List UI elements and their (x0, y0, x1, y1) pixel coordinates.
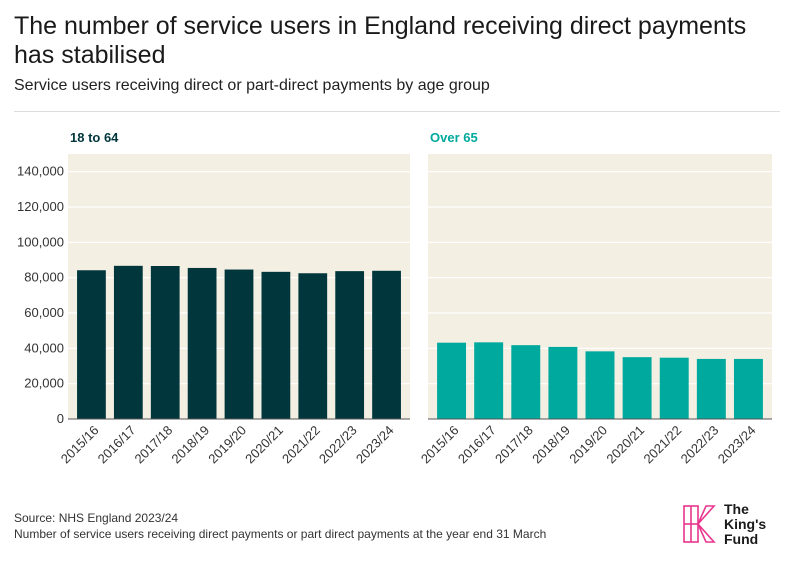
bar-2023-24 (733, 358, 763, 419)
bar-2018-19 (187, 267, 217, 419)
logo-line-2: King's (724, 516, 767, 532)
logo-line-3: Fund (724, 531, 759, 547)
kings-fund-logo: The King's Fund (680, 500, 780, 550)
x-tick-label: 2022/23 (678, 423, 722, 467)
logo-wordmark: The King's Fund (724, 502, 766, 547)
y-tick-label: 120,000 (17, 199, 64, 214)
x-tick-label: 2021/22 (641, 423, 685, 467)
definition-note: Number of service users receiving direct… (14, 527, 547, 541)
x-tick-label: 2018/19 (529, 423, 573, 467)
y-tick-label: 140,000 (17, 164, 64, 179)
bar-2019-20 (585, 351, 615, 419)
bar-2017-18 (150, 266, 180, 419)
x-tick-label: 2023/24 (353, 423, 397, 467)
x-tick-label: 2019/20 (205, 423, 249, 467)
x-tick-label: 2015/16 (418, 423, 462, 467)
x-tick-label: 2017/18 (492, 423, 536, 467)
logo-line-1: The (724, 501, 749, 517)
kings-fund-k-icon (683, 505, 716, 543)
panel-label-over-65: Over 65 (430, 130, 478, 145)
bar-2022-23 (696, 358, 726, 419)
bar-2020-21 (622, 357, 652, 419)
chart-footer: Source: NHS England 2023/24 Number of se… (14, 510, 546, 542)
x-tick-label: 2015/16 (58, 423, 102, 467)
bar-2016-17 (474, 342, 504, 419)
chart-title: The number of service users in England r… (14, 12, 747, 69)
panel-label-18-to-64: 18 to 64 (70, 130, 119, 145)
y-tick-label: 100,000 (17, 234, 64, 249)
chart-subtitle: Service users receiving direct or part-d… (14, 77, 490, 94)
title-divider (14, 111, 780, 112)
source-note: Source: NHS England 2023/24 (14, 511, 179, 525)
x-tick-label: 2019/20 (566, 423, 610, 467)
x-tick-label: 2017/18 (132, 423, 176, 467)
x-tick-label: 2020/21 (242, 423, 286, 467)
x-tick-label: 2021/22 (279, 423, 323, 467)
x-tick-label: 2018/19 (168, 423, 212, 467)
x-tick-label: 2016/17 (95, 423, 139, 467)
y-tick-label: 0 (57, 411, 64, 426)
y-tick-label: 40,000 (24, 340, 64, 355)
x-tick-label: 2023/24 (715, 423, 759, 467)
bar-2021-22 (659, 357, 689, 419)
y-tick-label: 60,000 (24, 305, 64, 320)
y-tick-label: 20,000 (24, 376, 64, 391)
bar-2021-22 (298, 273, 328, 419)
bar-2018-19 (548, 346, 578, 419)
bar-2015-16 (437, 342, 467, 419)
bar-2015-16 (77, 270, 106, 419)
bar-2022-23 (335, 271, 365, 419)
x-tick-label: 2016/17 (455, 423, 499, 467)
bar-2019-20 (224, 269, 254, 419)
bar-2017-18 (511, 345, 541, 419)
bar-2020-21 (261, 271, 291, 419)
bar-2023-24 (372, 270, 401, 419)
x-tick-label: 2020/21 (603, 423, 647, 467)
x-tick-label: 2022/23 (316, 423, 360, 467)
y-tick-label: 80,000 (24, 270, 64, 285)
bar-2016-17 (113, 265, 143, 419)
